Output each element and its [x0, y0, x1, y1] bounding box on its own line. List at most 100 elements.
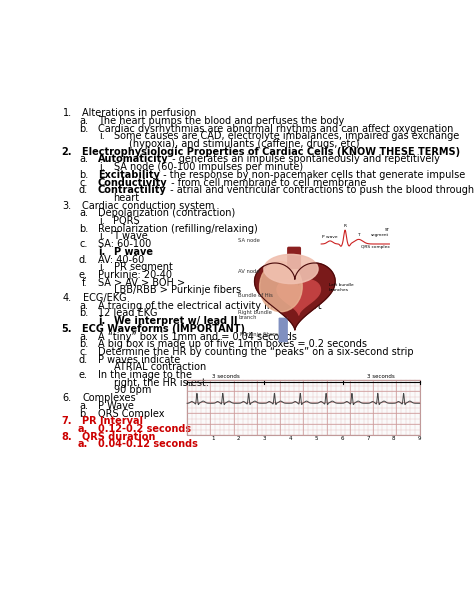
Text: c.: c. — [80, 239, 88, 249]
Text: c.: c. — [80, 178, 88, 188]
Text: 3: 3 — [263, 436, 266, 441]
Text: ST
segment: ST segment — [371, 229, 390, 237]
Text: 11: 11 — [188, 383, 194, 387]
Text: 1.: 1. — [63, 109, 72, 118]
Ellipse shape — [264, 254, 318, 284]
Text: a.: a. — [79, 154, 88, 164]
Text: Left bundle
branches: Left bundle branches — [329, 283, 354, 292]
Text: A “tiny” box is 1mm and = 0.04 seconds: A “tiny” box is 1mm and = 0.04 seconds — [98, 332, 297, 341]
Text: Contractility: Contractility — [98, 185, 167, 195]
Text: Cardiac dysrhythmias are abnormal rhythms and can affect oxygenation: Cardiac dysrhythmias are abnormal rhythm… — [98, 124, 453, 134]
Text: 6: 6 — [340, 436, 344, 441]
Text: In the image to the: In the image to the — [98, 370, 192, 380]
Text: d.: d. — [79, 254, 88, 265]
Text: Repolarization (refilling/relaxing): Repolarization (refilling/relaxing) — [98, 224, 258, 234]
Text: a.: a. — [79, 401, 88, 411]
Bar — [187, 380, 419, 435]
Text: P wave: P wave — [322, 235, 338, 240]
Text: e.: e. — [79, 270, 88, 280]
Text: - atrial and ventricular contractions to push the blood through the: - atrial and ventricular contractions to… — [167, 185, 474, 195]
Text: SA node (60-100 impulses per minute): SA node (60-100 impulses per minute) — [113, 162, 302, 172]
Text: Purkinje: 20-40: Purkinje: 20-40 — [98, 270, 172, 280]
Ellipse shape — [260, 262, 302, 312]
Text: 2.: 2. — [61, 147, 72, 157]
Text: QRS duration: QRS duration — [82, 432, 156, 441]
Text: b.: b. — [79, 408, 88, 419]
Text: 6.: 6. — [63, 393, 72, 403]
Text: PQRS: PQRS — [113, 216, 140, 226]
Text: 1: 1 — [211, 436, 215, 441]
Text: a.: a. — [79, 208, 88, 218]
Text: A big box is made up of five 1mm boxes = 0.2 seconds: A big box is made up of five 1mm boxes =… — [98, 339, 367, 349]
Text: PR Interval: PR Interval — [82, 416, 144, 426]
Text: AV: 40-60: AV: 40-60 — [98, 254, 144, 265]
Text: i.: i. — [99, 232, 105, 242]
Text: 8.: 8. — [61, 432, 72, 441]
FancyBboxPatch shape — [279, 318, 288, 342]
Text: c.: c. — [80, 347, 88, 357]
Text: The heart pumps the blood and perfuses the body: The heart pumps the blood and perfuses t… — [98, 116, 344, 126]
Text: ECG Waveforms (IMPORTANT): ECG Waveforms (IMPORTANT) — [82, 324, 246, 334]
Text: T: T — [357, 233, 360, 237]
Text: d.: d. — [79, 185, 88, 195]
Text: Excitability: Excitability — [98, 170, 160, 180]
Text: Alterations in perfusion: Alterations in perfusion — [82, 109, 197, 118]
Text: - from cell membrane to cell membrane: - from cell membrane to cell membrane — [168, 178, 366, 188]
Text: QRS Complex: QRS Complex — [98, 408, 164, 419]
Text: i.: i. — [99, 262, 105, 272]
Text: 4: 4 — [289, 436, 292, 441]
Text: SA > AV > BOH >: SA > AV > BOH > — [98, 278, 185, 287]
Text: i.: i. — [98, 247, 105, 257]
Text: 2: 2 — [237, 436, 240, 441]
Text: 5: 5 — [315, 436, 318, 441]
Text: Purkinje fibers: Purkinje fibers — [240, 332, 278, 337]
Text: SA: 60-100: SA: 60-100 — [98, 239, 151, 249]
Text: Depolarization (contraction): Depolarization (contraction) — [98, 208, 235, 218]
Text: a.: a. — [79, 116, 88, 126]
Text: i.: i. — [98, 316, 105, 326]
Text: b.: b. — [79, 339, 88, 349]
Text: Complexes: Complexes — [82, 393, 136, 403]
Text: PR segment: PR segment — [113, 262, 173, 272]
Text: P wave: P wave — [113, 247, 153, 257]
Text: Automaticity: Automaticity — [98, 154, 169, 164]
Text: - the response by non-pacemaker cells that generate impulse: - the response by non-pacemaker cells th… — [160, 170, 465, 180]
Text: 7: 7 — [366, 436, 370, 441]
Text: 0.12-0.2 seconds: 0.12-0.2 seconds — [98, 424, 191, 434]
Text: ECG/EKG: ECG/EKG — [82, 293, 126, 303]
Text: 0.04-0.12 seconds: 0.04-0.12 seconds — [98, 440, 198, 449]
Text: Determine the HR by counting the “peaks” on a six-second strip: Determine the HR by counting the “peaks”… — [98, 347, 414, 357]
Text: P Wave: P Wave — [98, 401, 134, 411]
Text: a.: a. — [78, 440, 88, 449]
Text: SA node: SA node — [238, 238, 260, 243]
Text: We interpret w/ lead II: We interpret w/ lead II — [113, 316, 237, 326]
Text: LBB/RBB > Purkinje fibers: LBB/RBB > Purkinje fibers — [113, 285, 241, 295]
Text: 7.: 7. — [61, 416, 72, 426]
Text: QRS complex: QRS complex — [361, 245, 390, 249]
Text: Right bundle
branch: Right bundle branch — [238, 310, 272, 321]
Text: P waves indicate: P waves indicate — [98, 354, 180, 365]
Text: 3 seconds: 3 seconds — [367, 375, 395, 379]
Text: i.: i. — [99, 216, 105, 226]
Text: Cardiac conduction system: Cardiac conduction system — [82, 200, 215, 211]
Text: 3 seconds: 3 seconds — [211, 375, 239, 379]
Text: Some causes are CAD, electrolyte imbalances, impaired gas exchange: Some causes are CAD, electrolyte imbalan… — [113, 131, 459, 142]
Text: 5.: 5. — [61, 324, 72, 334]
Text: T wave: T wave — [113, 232, 148, 242]
Text: (hypoxia), and stimulants (caffeine, drugs, etc): (hypoxia), and stimulants (caffeine, dru… — [129, 139, 359, 149]
Text: Conductivity: Conductivity — [98, 178, 168, 188]
Text: heart: heart — [113, 193, 140, 203]
Text: right, the HR is est.: right, the HR is est. — [113, 378, 209, 387]
Text: 8: 8 — [392, 436, 395, 441]
Text: b.: b. — [79, 308, 88, 318]
Text: i.: i. — [99, 131, 105, 142]
Text: Electrophysiologic Properties of Cardiac Cells (KNOW THESE TERMS): Electrophysiologic Properties of Cardiac… — [82, 147, 461, 157]
Text: ATRIAL contraction: ATRIAL contraction — [113, 362, 206, 372]
Text: A tracing of the electrical activity in the heart: A tracing of the electrical activity in … — [98, 301, 322, 311]
Text: a.: a. — [79, 301, 88, 311]
Text: 12 lead EKG: 12 lead EKG — [98, 308, 157, 318]
Polygon shape — [277, 280, 320, 315]
Text: e.: e. — [79, 370, 88, 380]
Text: d.: d. — [79, 354, 88, 365]
Text: b.: b. — [79, 224, 88, 234]
